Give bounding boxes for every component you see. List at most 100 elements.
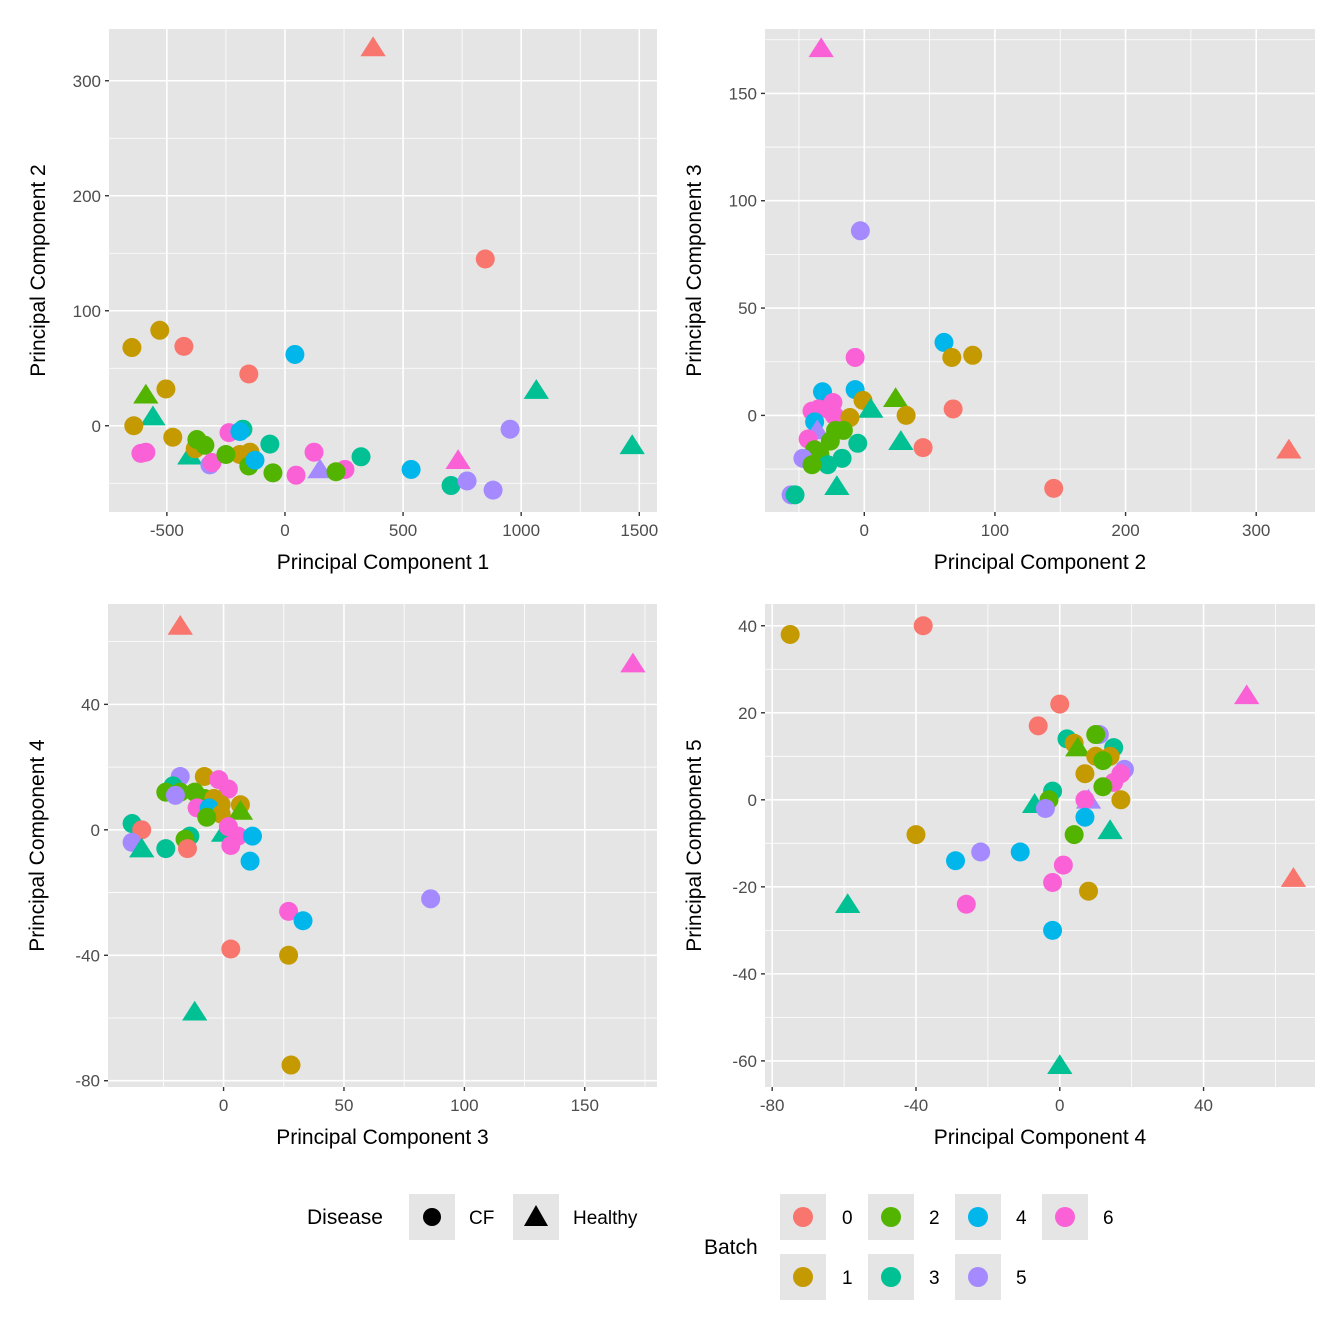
data-point-circle — [850, 221, 870, 241]
data-point-circle — [263, 463, 283, 483]
data-point-triangle — [808, 37, 834, 58]
points-layer — [781, 37, 1302, 505]
points-layer — [780, 616, 1307, 1075]
x-tick-label: 50 — [335, 1096, 354, 1115]
data-point-triangle — [882, 387, 909, 408]
data-point-circle — [1044, 478, 1064, 498]
data-point-triangle — [129, 837, 155, 858]
data-point-circle — [1075, 807, 1095, 827]
data-point-circle — [475, 249, 495, 269]
legend-key-cf — [409, 1194, 455, 1240]
data-point-circle — [1111, 790, 1131, 810]
data-point-circle — [197, 807, 217, 827]
circle-icon — [423, 1208, 441, 1226]
data-point-circle — [913, 616, 933, 636]
data-point-circle — [1086, 725, 1106, 745]
panel-pc2-pc3: 0 100 200 300 0 50 100 150 Principal Component 2… — [683, 29, 1315, 574]
y-tick-label: -40 — [75, 946, 100, 965]
y-tick-label: 300 — [73, 72, 101, 91]
y-tick-label: 100 — [73, 302, 101, 321]
data-point-circle — [441, 476, 461, 496]
data-point-circle — [848, 433, 868, 453]
legend-key-batch-0 — [780, 1194, 826, 1240]
x-tick-label: 1000 — [502, 521, 540, 540]
y-axis-title: Principal Component 2 — [27, 164, 50, 376]
data-point-triangle — [140, 405, 166, 426]
data-point-circle — [1028, 716, 1048, 736]
data-point-circle — [845, 347, 865, 367]
data-point-circle — [150, 320, 170, 340]
x-axis-title: Principal Component 2 — [934, 551, 1146, 574]
x-tick-label: 0 — [219, 1096, 228, 1115]
x-axis-title: Principal Component 3 — [276, 1126, 488, 1149]
data-point-circle — [245, 450, 265, 470]
x-tick-label: 0 — [280, 521, 289, 540]
y-tick-label: -40 — [732, 965, 757, 984]
legend-label-healthy: Healthy — [573, 1208, 638, 1229]
legend-label-batch: 0 — [842, 1208, 853, 1229]
data-point-triangle — [227, 800, 254, 820]
data-point-circle — [124, 416, 144, 436]
x-tick-label: 40 — [1194, 1096, 1213, 1115]
legend-key-healthy — [513, 1194, 559, 1240]
data-point-circle — [293, 911, 313, 931]
data-point-circle — [165, 785, 185, 805]
data-point-circle — [483, 480, 503, 500]
data-point-circle — [285, 344, 305, 364]
data-point-circle — [1043, 872, 1063, 892]
data-point-circle — [230, 422, 250, 441]
points-layer — [122, 614, 646, 1075]
data-point-circle — [401, 459, 421, 479]
data-point-circle — [221, 939, 241, 959]
data-point-triangle — [888, 430, 914, 450]
data-point-circle — [195, 435, 215, 455]
data-point-triangle — [133, 383, 159, 404]
y-tick-label: 200 — [73, 187, 101, 206]
x-tick-label: 500 — [389, 521, 417, 540]
data-point-circle — [780, 624, 800, 644]
data-point-circle — [1043, 920, 1063, 940]
y-axis-title: Principal Component 5 — [683, 739, 706, 951]
data-point-circle — [202, 453, 222, 473]
legend-label-cf: CF — [469, 1208, 495, 1229]
data-point-circle — [833, 420, 853, 440]
data-point-circle — [174, 336, 194, 356]
legend-label-batch: 4 — [1016, 1208, 1027, 1229]
y-tick-label: -60 — [732, 1052, 757, 1071]
data-point-triangle — [1234, 684, 1260, 705]
x-tick-label: -80 — [760, 1096, 785, 1115]
x-tick-label: -40 — [904, 1096, 929, 1115]
data-point-circle — [136, 442, 156, 462]
disease-legend-title: Disease — [307, 1206, 383, 1229]
data-point-circle — [194, 767, 214, 786]
legend-key-batch-1 — [780, 1254, 826, 1300]
x-tick-label: 150 — [571, 1096, 599, 1115]
y-tick-label: 20 — [738, 704, 757, 723]
x-tick-label: 100 — [981, 521, 1009, 540]
data-point-circle — [906, 825, 926, 845]
data-point-circle — [239, 364, 259, 384]
x-tick-label: 0 — [860, 521, 869, 540]
data-point-triangle — [182, 1000, 208, 1021]
circle-icon — [793, 1207, 813, 1227]
data-point-circle — [221, 836, 241, 855]
panel-pc3-pc4: 0 50 100 150 -80 -40 0 40 Principal Component 3 P… — [26, 604, 657, 1149]
y-tick-label: 0 — [748, 791, 757, 810]
y-tick-label: 40 — [738, 617, 757, 636]
x-tick-label: 300 — [1242, 521, 1270, 540]
data-point-triangle — [835, 893, 861, 914]
data-point-circle — [942, 347, 962, 367]
legend-label-batch: 2 — [929, 1208, 940, 1229]
data-point-circle — [896, 405, 916, 425]
data-point-triangle — [445, 449, 471, 470]
y-tick-label: 0 — [91, 821, 100, 840]
circle-icon — [793, 1267, 813, 1287]
data-point-circle — [163, 427, 183, 447]
data-point-circle — [832, 448, 852, 468]
data-point-circle — [218, 779, 238, 799]
data-point-circle — [260, 434, 280, 454]
data-point-triangle — [1280, 867, 1307, 887]
data-point-circle — [122, 338, 142, 358]
data-point-circle — [240, 851, 260, 871]
